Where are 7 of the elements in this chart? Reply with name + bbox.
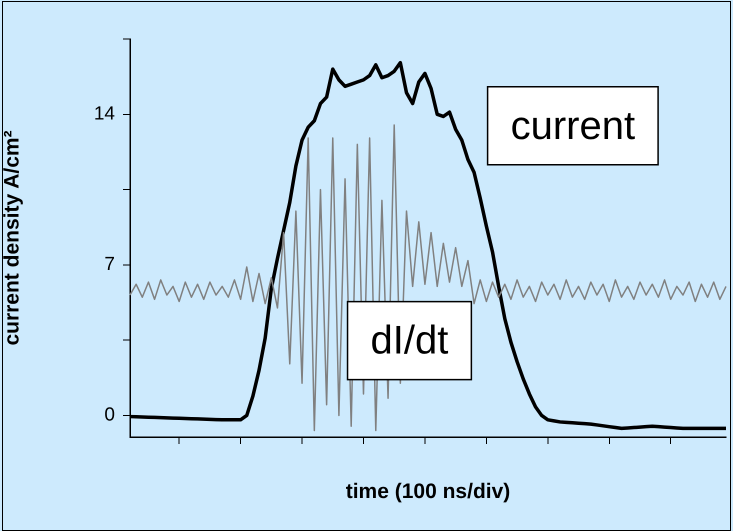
series-label: dI/dt <box>370 318 448 363</box>
y-axis-title: current density A/cm² <box>0 130 24 346</box>
y-tick-label: 14 <box>94 104 116 125</box>
series-label: current <box>510 104 636 148</box>
y-tick-label: 7 <box>104 254 115 276</box>
x-axis-title: time (100 ns/div) <box>346 480 510 504</box>
y-tick-label: 0 <box>104 404 115 426</box>
